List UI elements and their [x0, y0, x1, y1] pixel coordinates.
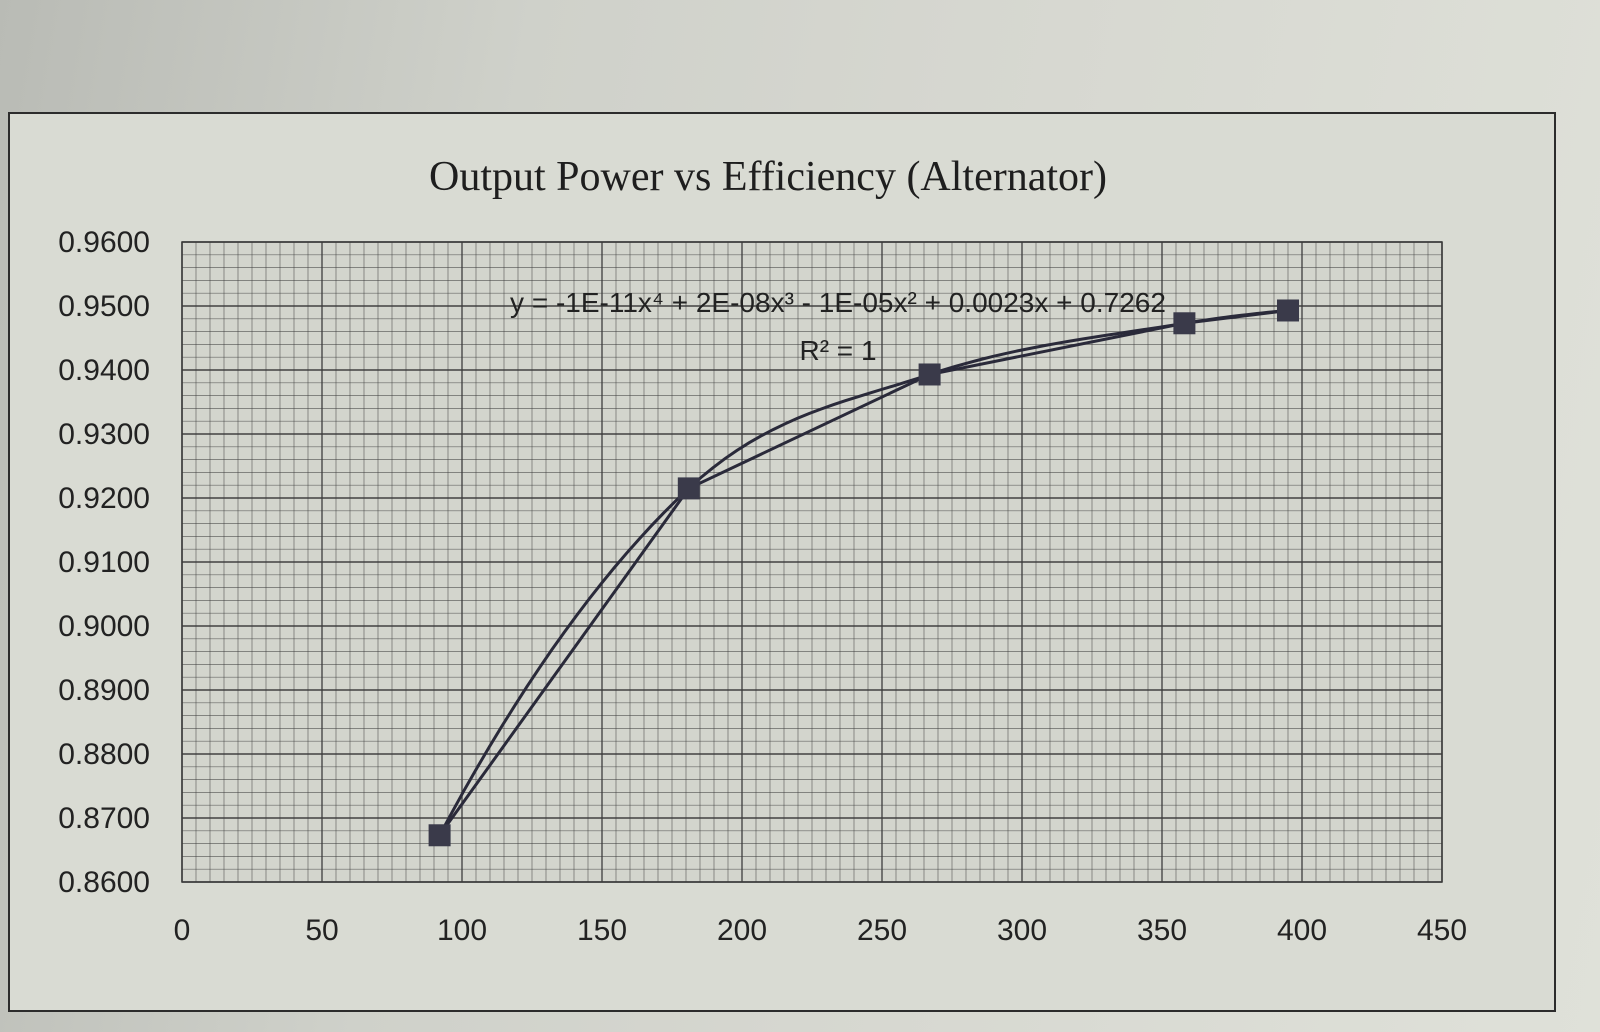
- axis-labels: 0.8600 0.8700 0.8800 0.8900 0.9000 0.9100 0.92…: [58, 226, 1467, 947]
- y-tick-label: 0.9100: [58, 546, 150, 579]
- data-point-marker: [1173, 312, 1196, 335]
- series-layer: [428, 299, 1299, 847]
- chart-svg: Output Power vs Efficiency (Alternator) …: [58, 154, 1467, 947]
- y-tick-label: 0.8700: [58, 802, 150, 835]
- y-tick-label: 0.8800: [58, 738, 150, 771]
- y-tick-label: 0.8900: [58, 674, 150, 707]
- chart-title: Output Power vs Efficiency (Alternator): [429, 154, 1107, 200]
- x-tick-label: 400: [1277, 914, 1327, 947]
- x-tick-label: 450: [1417, 914, 1467, 947]
- trendline-r-squared: R² = 1: [799, 335, 876, 366]
- x-tick-label: 150: [577, 914, 627, 947]
- y-tick-label: 0.9300: [58, 418, 150, 451]
- x-tick-label: 350: [1137, 914, 1187, 947]
- x-tick-label: 200: [717, 914, 767, 947]
- y-tick-label: 0.9500: [58, 290, 150, 323]
- y-tick-label: 0.9200: [58, 482, 150, 515]
- data-point-marker: [677, 477, 700, 500]
- trendline-equation: y = -1E-11x⁴ + 2E-08x³ - 1E-05x² + 0.002…: [510, 287, 1166, 318]
- plot-grid: [181, 241, 1443, 883]
- x-tick-label: 250: [857, 914, 907, 947]
- data-point-marker: [1277, 299, 1299, 322]
- y-tick-label: 0.9400: [58, 354, 150, 387]
- x-tick-label: 100: [437, 914, 487, 947]
- x-tick-label: 0: [174, 914, 191, 947]
- y-tick-label: 0.9000: [58, 610, 150, 643]
- data-point-marker: [918, 363, 941, 386]
- x-tick-label: 300: [997, 914, 1047, 947]
- chart-frame: Output Power vs Efficiency (Alternator) …: [8, 112, 1556, 1012]
- y-tick-label: 0.8600: [58, 866, 150, 899]
- y-tick-label: 0.9600: [58, 226, 150, 259]
- data-point-marker: [428, 824, 451, 847]
- x-tick-label: 50: [305, 914, 338, 947]
